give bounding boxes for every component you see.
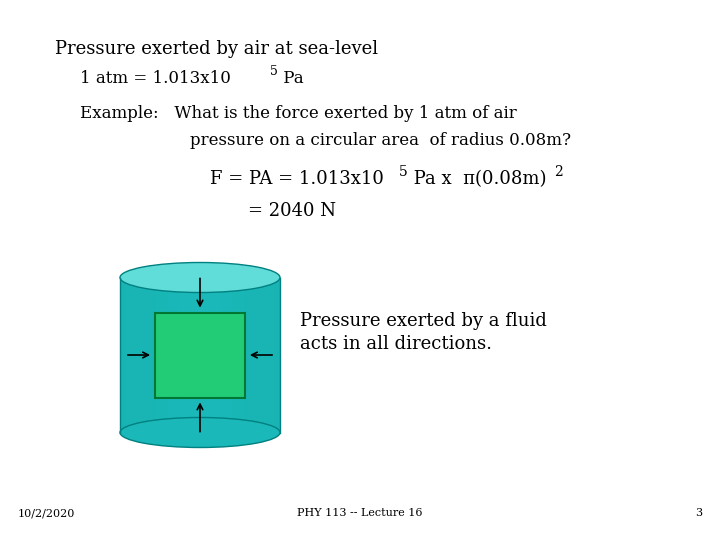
Bar (277, 278, 280, 433)
Bar (265, 278, 268, 433)
Bar (126, 278, 129, 433)
Bar (268, 278, 271, 433)
Text: 5: 5 (270, 65, 278, 78)
Text: 5: 5 (399, 165, 408, 179)
Bar (144, 278, 147, 433)
Bar (138, 278, 141, 433)
Bar (220, 278, 223, 433)
Text: 10/2/2020: 10/2/2020 (18, 508, 76, 518)
Bar (165, 278, 168, 433)
Text: 2: 2 (554, 165, 563, 179)
Bar (247, 278, 250, 433)
Bar (123, 278, 126, 433)
Text: PHY 113 -- Lecture 16: PHY 113 -- Lecture 16 (297, 508, 423, 518)
Bar (162, 278, 165, 433)
Text: Example:   What is the force exerted by 1 atm of air: Example: What is the force exerted by 1 … (80, 105, 517, 122)
Text: pressure on a circular area  of radius 0.08m?: pressure on a circular area of radius 0.… (190, 132, 571, 149)
Ellipse shape (120, 262, 280, 293)
Bar (168, 278, 171, 433)
Text: 1 atm = 1.013x10: 1 atm = 1.013x10 (80, 70, 231, 87)
Text: acts in all directions.: acts in all directions. (300, 335, 492, 353)
Bar (238, 278, 241, 433)
Bar (229, 278, 232, 433)
Bar (274, 278, 277, 433)
Bar (171, 278, 174, 433)
Bar (259, 278, 262, 433)
Text: Pressure exerted by a fluid: Pressure exerted by a fluid (300, 312, 547, 330)
Ellipse shape (120, 417, 280, 448)
Bar (241, 278, 244, 433)
Bar (155, 313, 245, 397)
Text: 3: 3 (695, 508, 702, 518)
Bar (174, 278, 177, 433)
Bar (141, 278, 144, 433)
Text: Pressure exerted by air at sea-level: Pressure exerted by air at sea-level (55, 40, 378, 58)
Bar (226, 278, 229, 433)
Bar (159, 278, 162, 433)
Bar (147, 278, 150, 433)
Bar (150, 278, 153, 433)
Bar (129, 278, 132, 433)
Bar (250, 278, 253, 433)
Bar (262, 278, 265, 433)
Bar (271, 278, 274, 433)
Bar (223, 278, 226, 433)
Bar (244, 278, 247, 433)
Text: Pa: Pa (278, 70, 304, 87)
Bar (120, 278, 280, 433)
Bar (132, 278, 135, 433)
Text: = 2040 N: = 2040 N (248, 202, 336, 220)
Bar (177, 278, 180, 433)
Bar (256, 278, 259, 433)
Bar (232, 278, 235, 433)
Bar (120, 278, 123, 433)
Text: Pa x  π(0.08m): Pa x π(0.08m) (408, 170, 546, 188)
Bar (153, 278, 156, 433)
Bar (235, 278, 238, 433)
Bar (156, 278, 159, 433)
Text: F = PA = 1.013x10: F = PA = 1.013x10 (210, 170, 384, 188)
Bar (135, 278, 138, 433)
Bar (253, 278, 256, 433)
